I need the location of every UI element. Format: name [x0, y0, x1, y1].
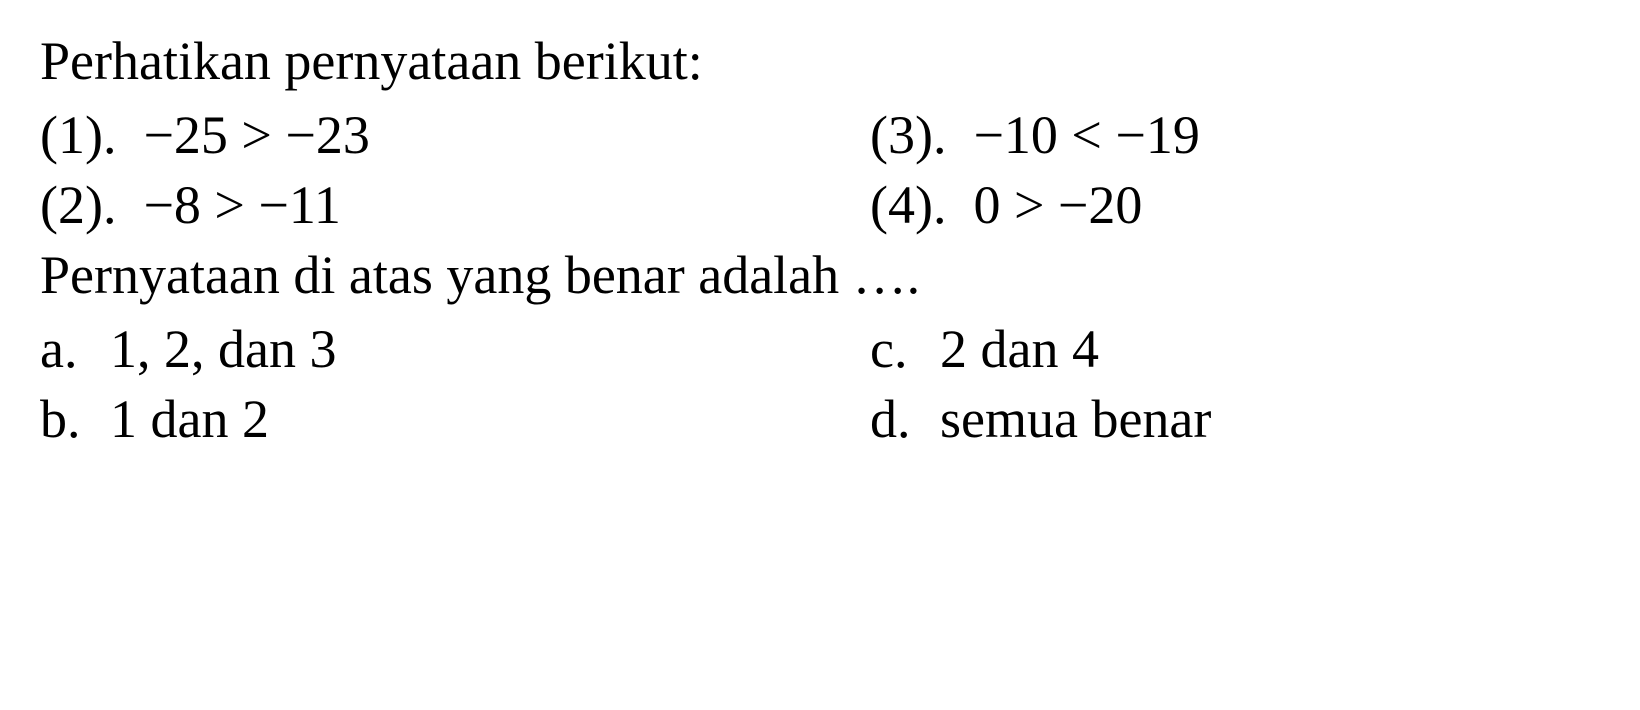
statements-row-1: (1). −25 > −23 (3). −10 < −19	[40, 104, 1600, 166]
option-b: b.1 dan 2	[40, 388, 870, 450]
option-label: d.	[870, 388, 940, 450]
statements-row-2: (2). −8 > −11 (4). 0 > −20	[40, 174, 1600, 236]
statement-expr: 0 > −20	[973, 175, 1142, 235]
statement-num: (2).	[40, 175, 116, 235]
option-d: d.semua benar	[870, 388, 1211, 450]
option-label: b.	[40, 388, 110, 450]
option-label: c.	[870, 318, 940, 380]
statement-expr: −10 < −19	[973, 105, 1199, 165]
question-prompt: Pernyataan di atas yang benar adalah ….	[40, 244, 1600, 306]
options-row-1: a.1, 2, dan 3 c.2 dan 4	[40, 318, 1600, 380]
intro-text: Perhatikan pernyataan berikut:	[40, 30, 1600, 92]
option-label: a.	[40, 318, 110, 380]
statement-num: (3).	[870, 105, 946, 165]
statement-3: (3). −10 < −19	[870, 104, 1200, 166]
statement-1: (1). −25 > −23	[40, 104, 870, 166]
option-text: semua benar	[940, 389, 1211, 449]
option-text: 1, 2, dan 3	[110, 319, 336, 379]
option-text: 2 dan 4	[940, 319, 1099, 379]
statement-num: (1).	[40, 105, 116, 165]
statement-expr: −8 > −11	[143, 175, 340, 235]
statement-2: (2). −8 > −11	[40, 174, 870, 236]
option-a: a.1, 2, dan 3	[40, 318, 870, 380]
statement-num: (4).	[870, 175, 946, 235]
option-c: c.2 dan 4	[870, 318, 1099, 380]
options-row-2: b.1 dan 2 d.semua benar	[40, 388, 1600, 450]
option-text: 1 dan 2	[110, 389, 269, 449]
statement-expr: −25 > −23	[143, 105, 369, 165]
question-container: Perhatikan pernyataan berikut: (1). −25 …	[40, 30, 1600, 458]
statement-4: (4). 0 > −20	[870, 174, 1142, 236]
